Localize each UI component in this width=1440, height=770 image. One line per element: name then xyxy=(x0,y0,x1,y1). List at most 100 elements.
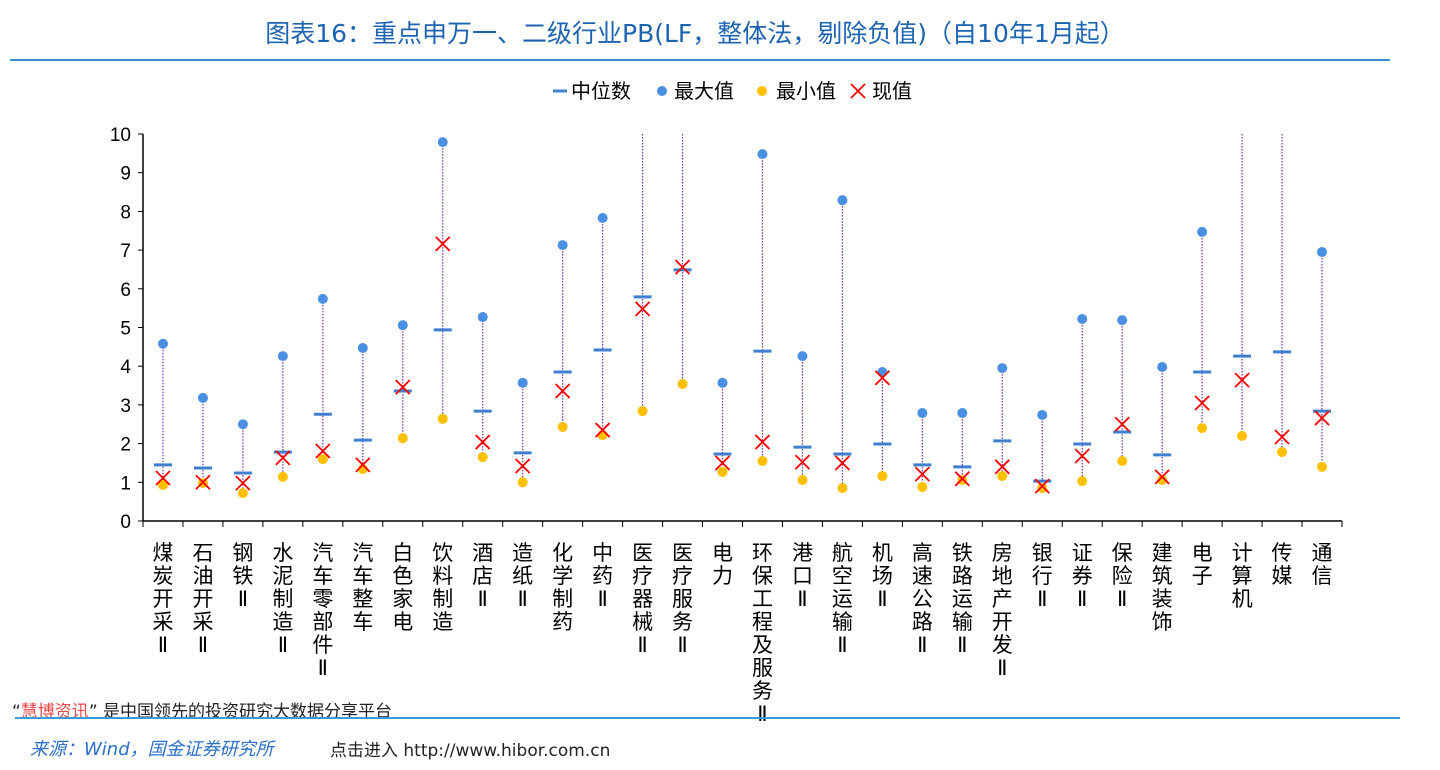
y-tick-label: 5 xyxy=(120,319,131,340)
x-category-char: 酒 xyxy=(472,541,493,565)
max-point xyxy=(277,351,288,362)
max-point xyxy=(917,408,928,419)
x-category-char: 机 xyxy=(1232,587,1253,611)
current-point xyxy=(994,459,1010,475)
legend-label: 中位数 xyxy=(571,79,631,103)
x-category-char: 制 xyxy=(272,587,293,611)
current-point xyxy=(1274,429,1290,445)
x-category-char: 械 xyxy=(632,610,653,634)
x-category-char: 航 xyxy=(832,541,853,565)
x-category-char: 店 xyxy=(472,564,493,588)
max-point xyxy=(237,419,248,430)
x-category-char: 媒 xyxy=(1272,564,1293,588)
current-point xyxy=(834,455,851,471)
x-category-char: 高 xyxy=(912,541,933,565)
x-category-char: 房 xyxy=(992,541,1013,565)
max-point xyxy=(1317,247,1328,258)
title-divider xyxy=(10,59,1390,61)
min-point xyxy=(517,477,528,488)
current-point xyxy=(714,455,731,471)
legend-min-icon xyxy=(757,86,767,96)
legend-current-icon xyxy=(850,83,866,99)
x-category-char: 造 xyxy=(272,610,293,634)
y-tick-label: 0 xyxy=(120,512,131,533)
x-category-char: 建 xyxy=(1152,541,1173,565)
footer-divider xyxy=(15,717,1400,719)
x-category-char: 输 xyxy=(952,610,973,634)
max-point xyxy=(397,320,408,331)
x-category-char: 整 xyxy=(352,587,373,611)
min-point xyxy=(1037,483,1048,494)
chart-title: 图表16：重点申万一、二级行业PB(LF，整体法，剔除负值)（自10年1月起） xyxy=(265,19,1125,48)
x-category-char: 子 xyxy=(1192,564,1213,588)
min-point xyxy=(1117,456,1128,467)
max-point xyxy=(1037,409,1048,420)
x-category-char: 保 xyxy=(1112,541,1133,565)
x-category-char: 银 xyxy=(1032,541,1053,565)
x-category-char: 化 xyxy=(552,541,573,565)
x-category-char: 保 xyxy=(752,564,773,588)
x-category-char: 机 xyxy=(872,541,893,565)
min-point xyxy=(917,481,928,492)
x-category-char: Ⅱ xyxy=(518,587,528,611)
max-point xyxy=(437,137,448,148)
x-category-char: Ⅱ xyxy=(917,633,927,657)
x-category-char: 电 xyxy=(1192,541,1213,565)
x-category-char: 服 xyxy=(752,656,773,680)
current-point xyxy=(275,450,291,466)
x-category-char: 公 xyxy=(912,587,933,611)
x-category-char: Ⅱ xyxy=(797,587,807,611)
min-point xyxy=(1077,476,1088,487)
x-category-char: 药 xyxy=(552,610,573,634)
x-category-char: Ⅱ xyxy=(198,633,208,657)
min-point xyxy=(997,471,1008,482)
x-category-char: 工 xyxy=(752,587,773,611)
x-category-char: 铁 xyxy=(232,564,253,588)
hibor-link[interactable]: 点击进入 http://www.hibor.com.cn xyxy=(330,741,611,761)
x-category-char: 纸 xyxy=(512,564,533,588)
legend-label: 现值 xyxy=(872,79,912,103)
x-category-char: 速 xyxy=(912,564,933,588)
x-category-char: 医 xyxy=(632,541,653,565)
x-category-char: 口 xyxy=(792,564,813,588)
current-point xyxy=(1114,416,1130,432)
legend-max-icon xyxy=(657,86,667,96)
x-category-char: 料 xyxy=(432,564,453,588)
min-point xyxy=(1317,461,1328,472)
current-point xyxy=(235,475,251,491)
current-point xyxy=(634,301,651,317)
min-point xyxy=(757,456,768,467)
current-point xyxy=(874,370,891,386)
x-category-char: 开 xyxy=(192,587,213,611)
x-category-char: 信 xyxy=(1312,564,1333,588)
max-point xyxy=(717,377,728,388)
y-tick-label: 6 xyxy=(120,280,131,301)
x-category-char: 水 xyxy=(272,541,293,565)
x-category-char: 开 xyxy=(152,587,173,611)
min-point xyxy=(557,421,568,432)
min-point xyxy=(437,413,448,424)
current-point xyxy=(1074,448,1090,464)
current-point xyxy=(435,236,451,252)
y-tick-label: 9 xyxy=(120,164,131,185)
min-point xyxy=(637,406,648,417)
current-point xyxy=(1154,469,1170,485)
min-point xyxy=(1157,474,1168,485)
min-point xyxy=(1237,430,1248,441)
x-category-char: 汽 xyxy=(312,541,333,565)
current-point xyxy=(395,379,411,395)
max-point xyxy=(797,351,808,362)
x-category-char: 制 xyxy=(552,587,573,611)
x-category-char: 中 xyxy=(592,541,613,565)
